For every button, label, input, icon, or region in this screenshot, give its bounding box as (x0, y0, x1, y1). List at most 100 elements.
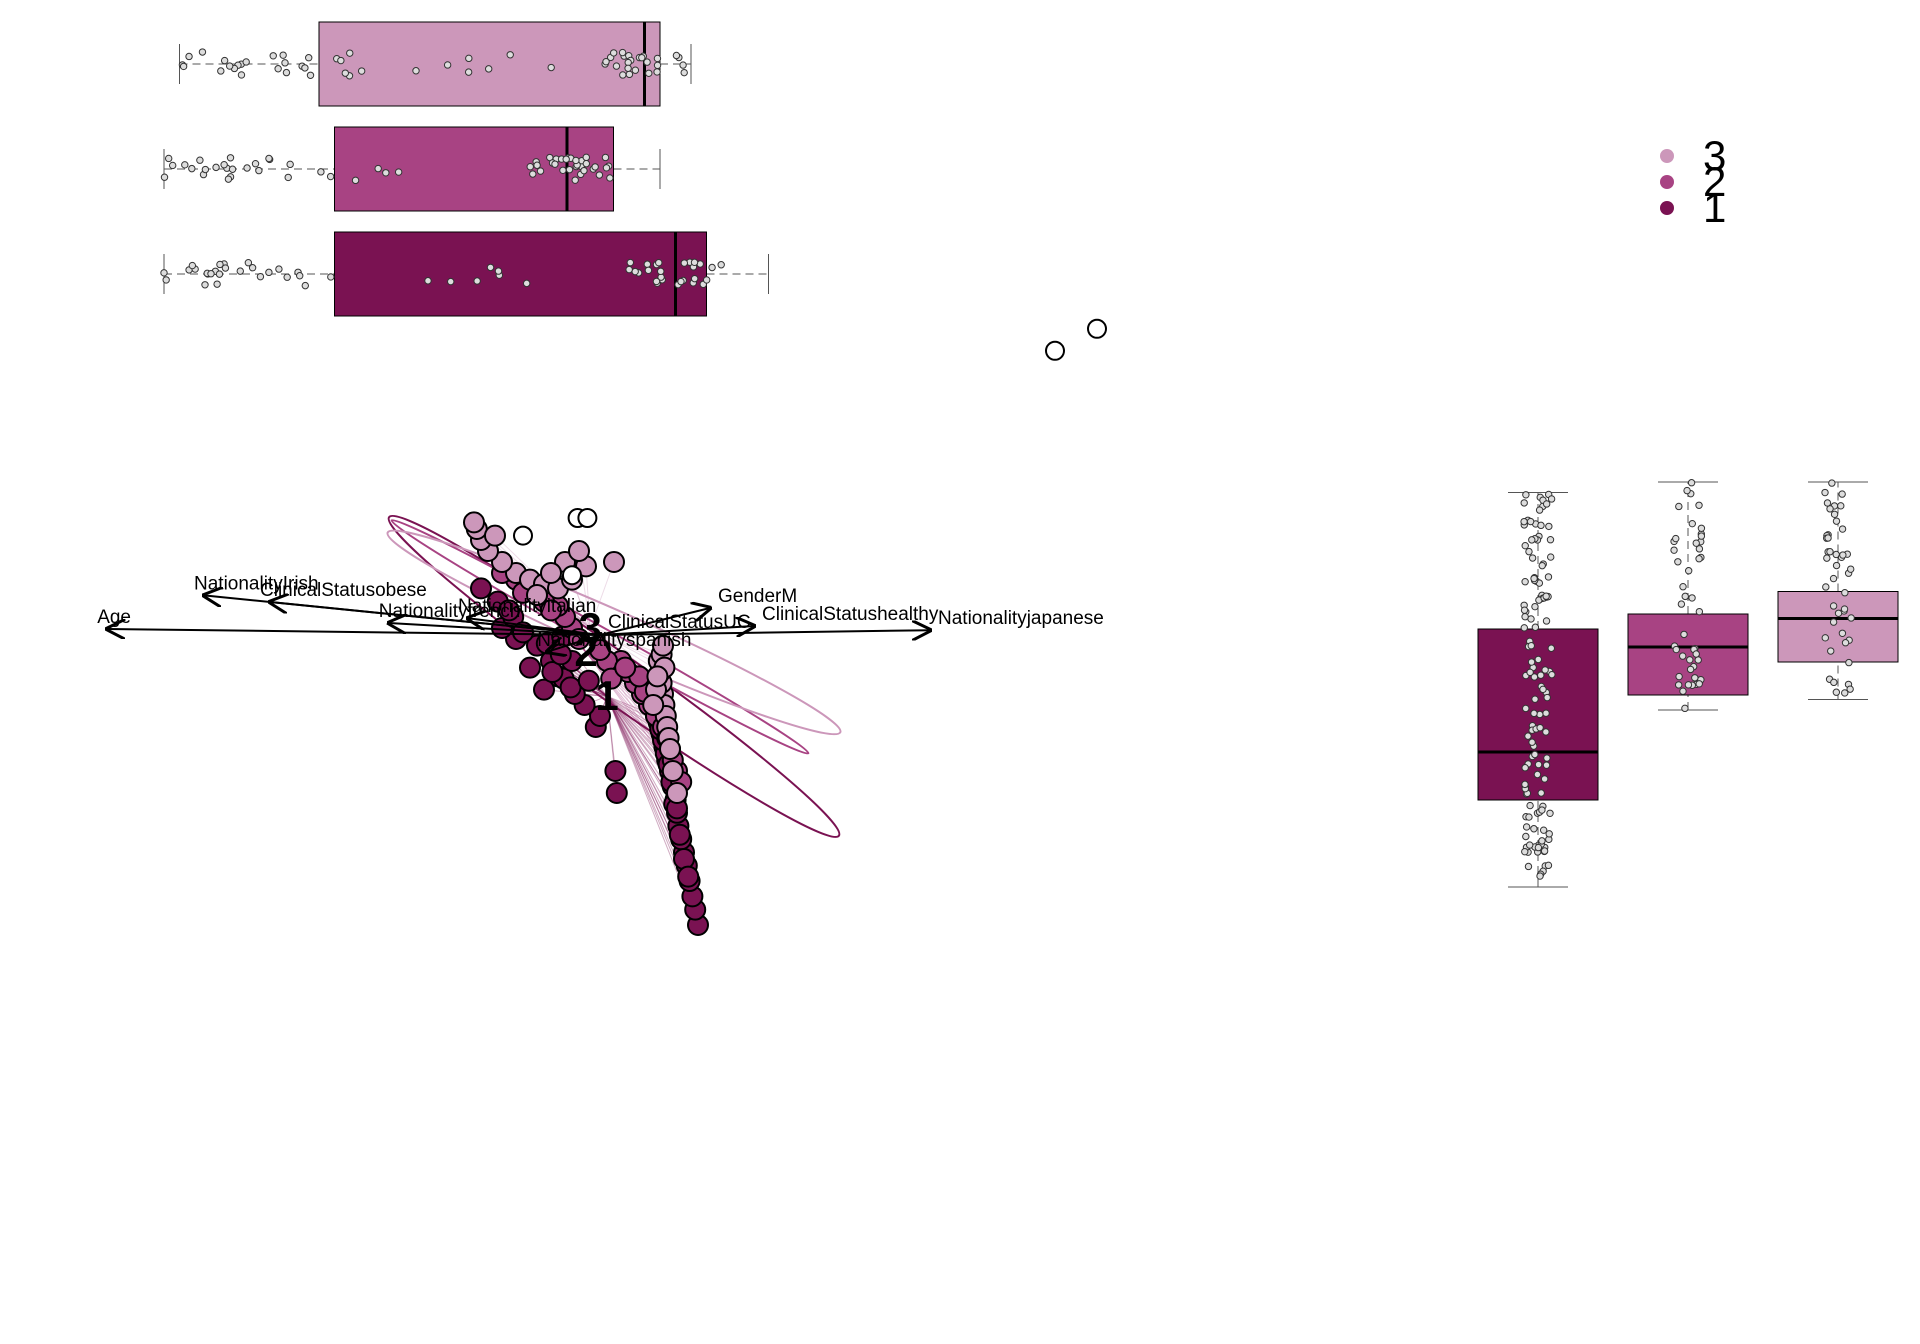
right-jitter-2-42 (1695, 607, 1704, 616)
top-jitter-1-16 (655, 258, 663, 267)
right-jitter-1-13 (1545, 522, 1553, 531)
centroid-label-3: 3 (579, 604, 602, 651)
right-jitter-1-78 (1543, 754, 1551, 762)
right-jitter-1-105 (1537, 671, 1545, 679)
right-jitter-1-107 (1522, 704, 1530, 713)
top-jitter-1-41 (690, 258, 699, 267)
right-jitter-1-126 (1536, 723, 1544, 732)
open-point-4 (513, 525, 533, 546)
top-jitter-3-56 (645, 69, 653, 77)
right-jitter-1-123 (1521, 780, 1529, 789)
top-jitter-1-39 (690, 274, 699, 283)
right-jitter-2-41 (1695, 680, 1703, 688)
top-jitter-2-52 (160, 173, 169, 181)
right-jitter-3-44 (1847, 565, 1855, 573)
top-jitter-2-56 (551, 160, 559, 168)
point-group-1-51 (577, 669, 600, 692)
top-jitter-3-3 (412, 67, 420, 75)
top-jitter-1-50 (644, 266, 653, 274)
sample-points (463, 511, 709, 936)
right-jitter-1-51 (1528, 738, 1536, 746)
right-jitter-3-32 (1838, 525, 1847, 533)
spider-line-1-48 (561, 636, 608, 697)
right-jitter-1-42 (1546, 536, 1555, 544)
right-jitter-3-28 (1837, 502, 1845, 510)
arrow-7 (599, 626, 754, 635)
right-jitter-1-22 (1531, 750, 1539, 759)
top-jitter-2-33 (255, 166, 263, 175)
top-jitter-2-27 (571, 176, 579, 184)
right-jitter-1-24 (1520, 624, 1528, 632)
top-jitter-3-57 (484, 65, 493, 73)
right-jitter-1-75 (1520, 606, 1529, 614)
right-jitter-1-119 (1526, 801, 1534, 810)
top-jitter-1-29 (201, 281, 209, 289)
centroid-label-2: 2 (574, 628, 597, 675)
top-jitter-3-48 (653, 54, 662, 63)
right-jitter-3-30 (1821, 634, 1829, 642)
top-jitter-3-47 (625, 70, 634, 79)
right-jitter-1-97 (1544, 861, 1553, 870)
right-jitter-3-17 (1829, 574, 1838, 583)
right-jitter-1-125 (1536, 872, 1544, 880)
arrow-label-9: Nationalityspanish (537, 630, 691, 651)
open-point-2 (1045, 340, 1065, 361)
top-jitter-1-23 (473, 277, 481, 285)
top-jitter-1-8 (424, 277, 432, 285)
arrow-2 (599, 608, 710, 636)
top-jitter-3-54 (301, 64, 309, 72)
right-jitter-1-129 (1548, 670, 1556, 679)
top-jitter-2-21 (251, 159, 260, 168)
spider-line-3-26 (589, 561, 615, 629)
arrow-1 (599, 630, 930, 635)
top-jitter-2-18 (526, 163, 534, 171)
right-jitter-2-0 (1695, 501, 1703, 509)
top-jitter-1-5 (447, 277, 455, 286)
top-jitter-3-45 (242, 58, 250, 66)
right-jitter-1-87 (1543, 693, 1551, 702)
point-group-3-33 (646, 665, 669, 688)
right-jitter-1-77 (1542, 761, 1551, 769)
top-jitter-2-55 (265, 154, 273, 163)
right-jitter-1-128 (1540, 847, 1549, 855)
right-jitter-1-14 (1542, 728, 1550, 736)
top-jitter-3-0 (506, 51, 514, 59)
legend-swatch-3 (1660, 149, 1674, 163)
top-jitter-1-42 (215, 270, 224, 278)
top-jitter-1-57 (221, 264, 230, 272)
point-group-3-5 (659, 738, 681, 760)
top-jitter-2-0 (351, 176, 360, 185)
top-jitter-3-8 (237, 71, 246, 79)
right-jitter-3-25 (1845, 658, 1853, 667)
right-jitter-1-57 (1521, 847, 1529, 856)
right-jitter-1-21 (1521, 541, 1529, 550)
top-jitter-1-47 (213, 280, 221, 288)
top-jitter-3-23 (279, 51, 287, 59)
right-jitter-3-2 (1829, 602, 1838, 610)
top-jitter-2-30 (582, 159, 591, 168)
right-jitter-1-94 (1531, 602, 1539, 611)
top-jitter-2-13 (580, 166, 588, 175)
top-jitter-3-16 (631, 66, 640, 74)
right-jitter-2-7 (1675, 502, 1683, 511)
right-jitter-1-104 (1528, 536, 1536, 544)
top-jitter-3-21 (464, 68, 473, 76)
top-jitter-1-36 (256, 272, 265, 281)
top-jitter-2-10 (286, 160, 294, 169)
spider-line-1-29 (606, 696, 616, 772)
right-jitter-1-113 (1527, 658, 1536, 666)
right-jitter-1-124 (1542, 592, 1550, 600)
right-jitter-3-36 (1838, 490, 1846, 498)
right-jitter-1-9 (1547, 644, 1555, 652)
arrow-label-3: NationalityIrish (194, 573, 319, 594)
right-jitter-1-92 (1524, 862, 1533, 871)
top-jitter-3-14 (305, 54, 313, 62)
top-jitter-2-41 (168, 161, 177, 170)
top-jitter-2-20 (284, 173, 292, 182)
right-jitter-3-8 (1847, 614, 1855, 622)
top-jitter-1-46 (657, 267, 665, 276)
top-jitter-2-46 (536, 167, 545, 175)
right-jitter-2-44 (1684, 681, 1693, 689)
top-jitter-2-16 (164, 154, 173, 163)
right-jitter-1-33 (1534, 760, 1543, 769)
